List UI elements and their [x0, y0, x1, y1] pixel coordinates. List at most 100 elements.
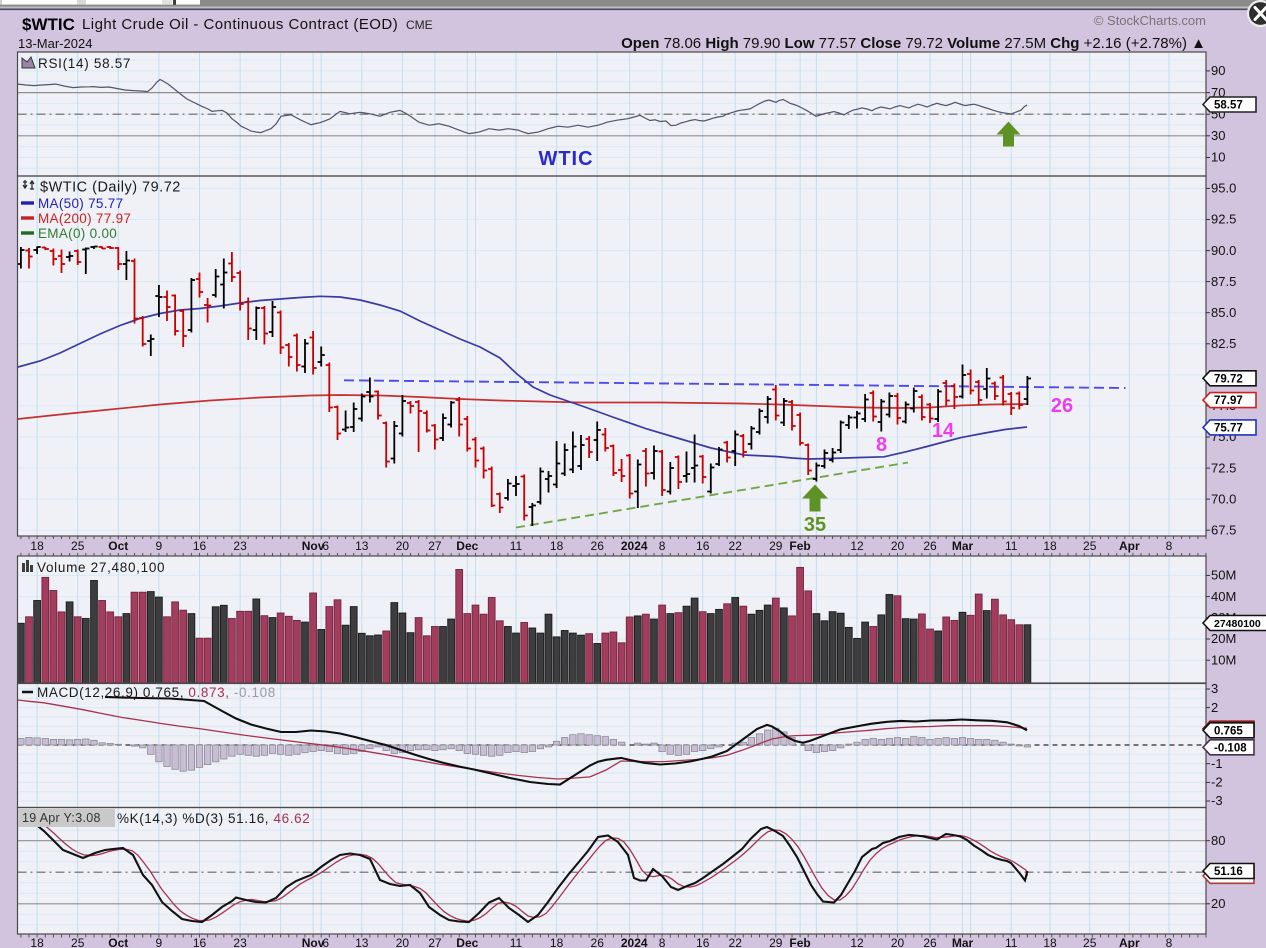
svg-text:80: 80: [1211, 833, 1225, 848]
svg-text:18: 18: [1043, 539, 1057, 553]
svg-text:72.5: 72.5: [1211, 460, 1236, 475]
svg-text:Open 78.06 High 79.90 Low 77.5: Open 78.06 High 79.90 Low 77.57 Close 79…: [621, 35, 1206, 52]
svg-text:$WTIC: $WTIC: [22, 15, 75, 34]
svg-text:26: 26: [923, 936, 937, 948]
svg-text:27: 27: [428, 539, 442, 553]
svg-text:$WTIC (Daily) 79.72: $WTIC (Daily) 79.72: [40, 180, 181, 196]
svg-text:11: 11: [510, 539, 523, 553]
svg-text:14: 14: [932, 420, 955, 442]
svg-text:79.72: 79.72: [1214, 373, 1243, 385]
svg-text:13-Mar-2024: 13-Mar-2024: [18, 36, 92, 51]
svg-text:51.16: 51.16: [1214, 866, 1243, 878]
svg-text:9: 9: [156, 539, 163, 553]
svg-text:Feb: Feb: [789, 936, 810, 948]
svg-text:82.5: 82.5: [1211, 336, 1236, 351]
svg-text:10M: 10M: [1211, 652, 1236, 667]
svg-text:26: 26: [1051, 395, 1073, 417]
svg-text:Nov: Nov: [302, 539, 325, 553]
svg-text:-0.108: -0.108: [1214, 742, 1247, 754]
svg-text:Apr: Apr: [1119, 936, 1140, 948]
svg-text:22: 22: [729, 936, 743, 948]
svg-text:-3: -3: [1211, 793, 1223, 808]
svg-text:RSI(14) 58.57: RSI(14) 58.57: [38, 56, 131, 71]
svg-text:16: 16: [696, 936, 710, 948]
svg-text:12: 12: [850, 539, 864, 553]
svg-text:%K(14,3) %D(3) 51.16, 46.62: %K(14,3) %D(3) 51.16, 46.62: [117, 811, 310, 826]
svg-text:Feb: Feb: [789, 539, 810, 553]
svg-text:20M: 20M: [1211, 631, 1236, 646]
svg-text:26: 26: [591, 539, 605, 553]
svg-text:90.0: 90.0: [1211, 243, 1236, 258]
svg-text:8: 8: [659, 539, 666, 553]
svg-text:-1: -1: [1211, 756, 1223, 771]
svg-text:27: 27: [428, 936, 442, 948]
svg-text:85.0: 85.0: [1211, 305, 1236, 320]
svg-text:90: 90: [1211, 63, 1225, 78]
svg-text:18: 18: [550, 936, 564, 948]
svg-text:Mar: Mar: [952, 936, 974, 948]
svg-text:10: 10: [1211, 150, 1225, 165]
svg-text:MA(200) 77.97: MA(200) 77.97: [38, 211, 131, 226]
svg-text:19 Apr Y:3.08: 19 Apr Y:3.08: [22, 811, 101, 825]
svg-text:26: 26: [591, 936, 605, 948]
svg-text:2: 2: [1211, 700, 1218, 715]
svg-text:Oct: Oct: [108, 539, 128, 553]
svg-text:20: 20: [396, 539, 410, 553]
svg-text:40M: 40M: [1211, 589, 1236, 604]
svg-text:-2: -2: [1211, 775, 1223, 790]
svg-text:25: 25: [71, 936, 85, 948]
svg-text:MA(50) 75.77: MA(50) 75.77: [38, 196, 123, 211]
svg-text:16: 16: [193, 539, 207, 553]
svg-text:2024: 2024: [621, 936, 648, 948]
svg-text:18: 18: [30, 936, 44, 948]
svg-text:6: 6: [322, 539, 329, 553]
svg-text:58.57: 58.57: [1214, 100, 1243, 112]
svg-text:16: 16: [193, 936, 207, 948]
svg-text:Volume 27,480,100: Volume 27,480,100: [37, 560, 165, 575]
svg-text:Nov: Nov: [302, 936, 325, 948]
svg-text:WTIC: WTIC: [538, 148, 593, 170]
svg-text:Dec: Dec: [456, 936, 478, 948]
svg-text:20: 20: [891, 936, 905, 948]
svg-text:13: 13: [355, 539, 369, 553]
svg-text:Light Crude Oil - Continuous C: Light Crude Oil - Continuous Contract (E…: [82, 16, 398, 33]
svg-text:18: 18: [1043, 936, 1057, 948]
svg-text:70: 70: [1211, 85, 1225, 100]
svg-text:Mar: Mar: [952, 539, 974, 553]
svg-text:20: 20: [1211, 896, 1225, 911]
svg-text:© StockCharts.com: © StockCharts.com: [1094, 13, 1206, 28]
svg-text:35: 35: [804, 514, 826, 536]
svg-text:26: 26: [923, 539, 937, 553]
svg-text:25: 25: [1083, 936, 1097, 948]
svg-text:20: 20: [891, 539, 905, 553]
svg-text:Apr: Apr: [1119, 539, 1140, 553]
svg-text:25: 25: [1083, 539, 1097, 553]
svg-text:50M: 50M: [1211, 568, 1236, 583]
svg-text:18: 18: [30, 539, 44, 553]
svg-text:8: 8: [659, 936, 666, 948]
svg-text:29: 29: [769, 936, 783, 948]
svg-text:MACD(12,26,9) 0.765, 0.873, -: MACD(12,26,9) 0.765, 0.873, -0.108: [37, 685, 276, 700]
svg-text:2024: 2024: [621, 539, 648, 553]
svg-text:9: 9: [156, 936, 163, 948]
svg-text:11: 11: [1005, 936, 1018, 948]
svg-text:92.5: 92.5: [1211, 212, 1236, 227]
svg-text:0.765: 0.765: [1214, 725, 1243, 737]
svg-text:23: 23: [233, 936, 247, 948]
svg-text:70.0: 70.0: [1211, 491, 1236, 506]
svg-text:12: 12: [850, 936, 864, 948]
svg-text:CME: CME: [406, 18, 433, 32]
svg-text:Oct: Oct: [108, 936, 128, 948]
svg-text:22: 22: [729, 539, 743, 553]
svg-text:67.5: 67.5: [1211, 522, 1236, 537]
svg-text:8: 8: [1166, 936, 1173, 948]
svg-text:87.5: 87.5: [1211, 274, 1236, 289]
svg-text:18: 18: [550, 539, 564, 553]
svg-text:23: 23: [233, 539, 247, 553]
svg-text:16: 16: [696, 539, 710, 553]
svg-text:8: 8: [876, 434, 887, 456]
svg-text:6: 6: [322, 936, 329, 948]
svg-text:77.97: 77.97: [1214, 395, 1243, 407]
svg-text:8: 8: [1166, 539, 1173, 553]
svg-text:11: 11: [1005, 539, 1018, 553]
